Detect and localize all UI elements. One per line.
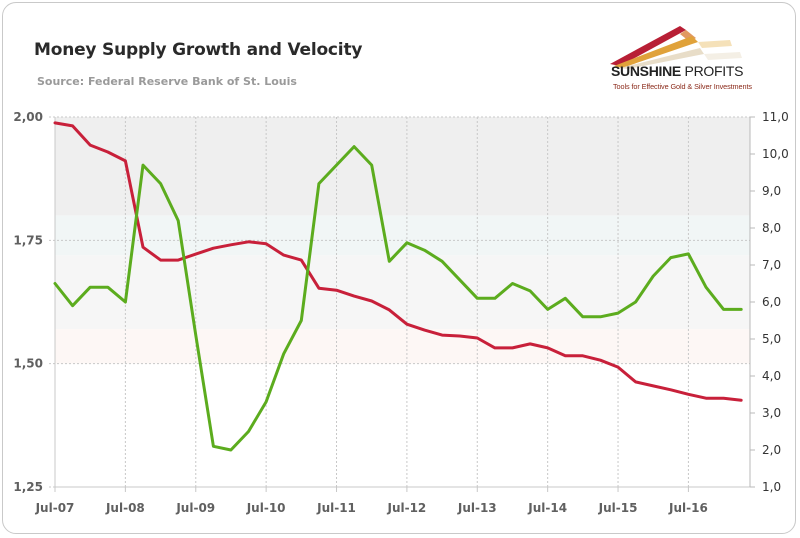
x-tick-label: Jul-07	[35, 501, 75, 515]
y-right-tick-label: 1,0	[762, 480, 781, 494]
x-tick-label: Jul-12	[386, 501, 426, 515]
chart-title: Money Supply Growth and Velocity	[34, 40, 363, 60]
y-right-tick-label: 2,0	[762, 443, 781, 457]
y-left-tick-label: 2,00	[13, 110, 43, 124]
y-left-tick-label: 1,25	[13, 480, 43, 494]
background-band	[55, 329, 750, 364]
y-right-tick-label: 6,0	[762, 295, 781, 309]
y-left-tick-label: 1,50	[13, 357, 43, 371]
money-velocity-line	[53, 121, 743, 402]
y-right-tick-label: 5,0	[762, 332, 781, 346]
y-right-tick-label: 10,0	[762, 147, 789, 161]
logo-name-bold: SUNSHINE	[611, 63, 681, 79]
x-tick-label: Jul-16	[668, 501, 708, 515]
y-right-tick-label: 4,0	[762, 369, 781, 383]
sunshine-profits-logo-icon	[610, 26, 742, 69]
logo-name-light: PROFITS	[684, 63, 744, 79]
background-band	[55, 255, 750, 330]
logo-tagline: Tools for Effective Gold & Silver Invest…	[613, 82, 752, 91]
x-tick-label: Jul-09	[175, 501, 215, 515]
x-tick-label: Jul-13	[457, 501, 497, 515]
background-band	[55, 117, 750, 216]
chart-subtitle: Source: Federal Reserve Bank of St. Loui…	[37, 75, 297, 88]
y-right-tick-label: 3,0	[762, 406, 781, 420]
x-tick-label: Jul-10	[246, 501, 286, 515]
x-tick-label: Jul-11	[316, 501, 356, 515]
x-tick-label: Jul-14	[527, 501, 567, 515]
x-tick-label: Jul-15	[598, 501, 638, 515]
y-left-tick-label: 1,75	[13, 233, 43, 247]
y-right-tick-label: 9,0	[762, 184, 781, 198]
y-right-tick-label: 11,0	[762, 110, 789, 124]
y-right-tick-label: 7,0	[762, 258, 781, 272]
logo-name: SUNSHINE PROFITS	[611, 63, 743, 79]
y-right-tick-label: 8,0	[762, 221, 781, 235]
money-supply-growth-line	[53, 145, 743, 452]
x-tick-label: Jul-08	[105, 501, 145, 515]
